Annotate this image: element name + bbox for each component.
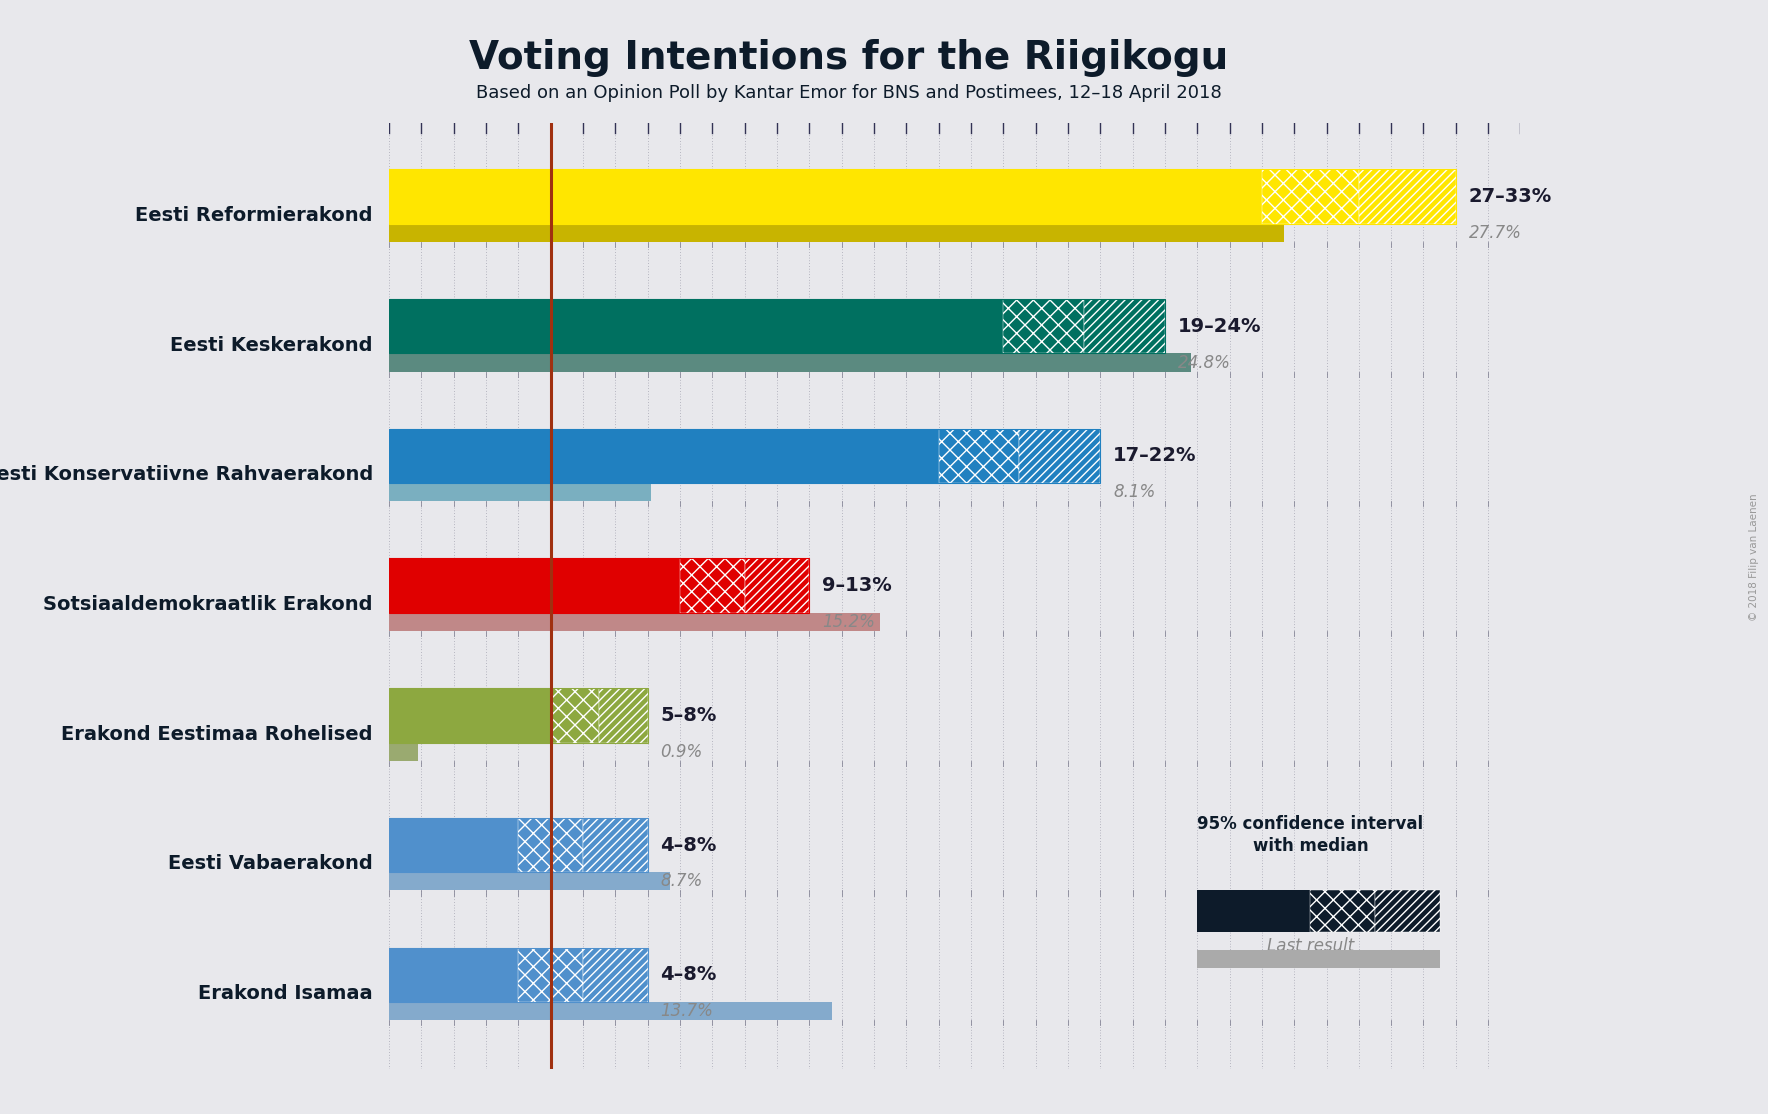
Bar xyxy=(1002,299,1084,353)
Text: Last result: Last result xyxy=(1266,937,1354,955)
Bar xyxy=(1360,169,1455,224)
Bar xyxy=(389,558,681,613)
Bar xyxy=(389,818,518,872)
Bar xyxy=(1020,429,1100,483)
Bar xyxy=(681,558,744,613)
Bar xyxy=(518,948,583,1001)
Bar xyxy=(389,169,1262,224)
Text: 0.9%: 0.9% xyxy=(661,743,702,761)
Text: 4–8%: 4–8% xyxy=(661,965,716,985)
Text: 17–22%: 17–22% xyxy=(1114,447,1197,466)
Text: 27.7%: 27.7% xyxy=(1469,224,1522,242)
Bar xyxy=(1262,169,1360,224)
Bar xyxy=(518,818,583,872)
Bar xyxy=(389,613,880,631)
Text: 24.8%: 24.8% xyxy=(1177,353,1231,371)
Bar xyxy=(1197,950,1439,968)
Bar xyxy=(389,948,518,1001)
Text: © 2018 Filip van Laenen: © 2018 Filip van Laenen xyxy=(1749,494,1759,620)
Text: Voting Intentions for the Riigikogu: Voting Intentions for the Riigikogu xyxy=(469,39,1229,77)
Text: Based on an Opinion Poll by Kantar Emor for BNS and Postimees, 12–18 April 2018: Based on an Opinion Poll by Kantar Emor … xyxy=(476,84,1222,101)
Bar xyxy=(389,483,651,501)
Bar xyxy=(1197,890,1310,932)
Text: 19–24%: 19–24% xyxy=(1177,316,1261,335)
Text: 13.7%: 13.7% xyxy=(661,1003,714,1020)
Bar xyxy=(1376,890,1439,932)
Bar xyxy=(389,872,670,890)
Bar xyxy=(744,558,810,613)
Text: 8.7%: 8.7% xyxy=(661,872,702,890)
Bar xyxy=(550,688,599,743)
Bar xyxy=(1084,299,1165,353)
Bar xyxy=(389,299,1002,353)
Text: 27–33%: 27–33% xyxy=(1469,187,1552,206)
Bar xyxy=(389,688,550,743)
Bar xyxy=(939,429,1020,483)
Bar xyxy=(1310,890,1376,932)
Bar xyxy=(389,224,1285,242)
Bar xyxy=(389,429,939,483)
Bar xyxy=(389,353,1190,372)
Text: 15.2%: 15.2% xyxy=(822,613,875,631)
Bar xyxy=(583,818,647,872)
Text: 5–8%: 5–8% xyxy=(661,706,716,725)
Text: 95% confidence interval
with median: 95% confidence interval with median xyxy=(1197,815,1423,856)
Text: 8.1%: 8.1% xyxy=(1114,483,1155,501)
Bar xyxy=(389,1001,833,1020)
Bar xyxy=(583,948,647,1001)
Text: 4–8%: 4–8% xyxy=(661,836,716,854)
Text: 9–13%: 9–13% xyxy=(822,576,891,595)
Bar xyxy=(389,743,417,761)
Bar xyxy=(599,688,647,743)
